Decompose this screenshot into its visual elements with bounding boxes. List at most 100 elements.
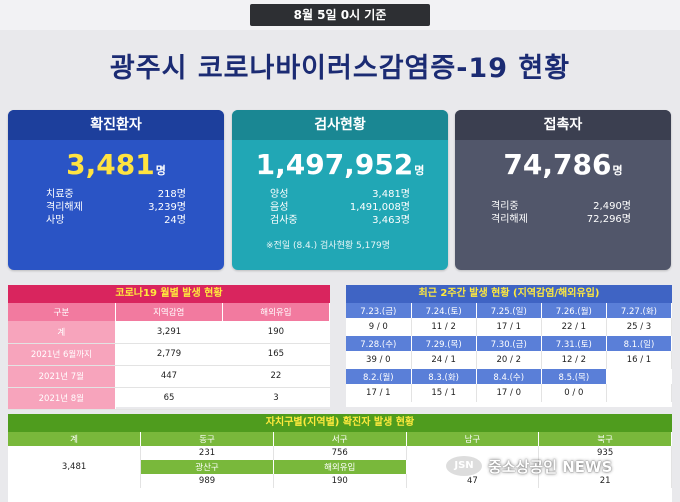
tests-row: 음성 1,491,008명 <box>270 201 410 214</box>
contacts-total: 74,786명 <box>455 148 671 181</box>
column-header: 광산구 <box>140 460 274 474</box>
date-label: 8월 5일 0시 기준 <box>250 4 430 26</box>
row-value: 1,491,008명 <box>349 202 410 213</box>
tests-number: 1,497,952 <box>255 148 414 181</box>
page-title: 광주시 코로나바이러스감염증-19 현황 <box>109 53 571 84</box>
column-header: 구분 <box>8 303 116 321</box>
row-label: 음성 <box>270 202 289 213</box>
value-cell: 39 / 0 <box>346 351 412 369</box>
monthly-caption: 코로나19 월별 발생 현황 <box>8 285 330 303</box>
tests-unit: 명 <box>414 164 425 177</box>
date-cell: 7.30.(금) <box>476 336 542 351</box>
table-subheader-row: 광산구 해외유입 <box>8 460 672 474</box>
value-row: 39 / 0 24 / 1 20 / 2 12 / 2 16 / 1 <box>346 351 673 369</box>
table-row: 2021년 6월까지 2,779 165 <box>8 343 330 366</box>
value-cell: 22 / 1 <box>541 318 607 336</box>
row-label: 2021년 8월 <box>8 387 116 410</box>
row-value: 72,296명 <box>586 214 631 225</box>
row-value: 3,481명 <box>372 189 410 200</box>
date-cell: 7.25.(일) <box>476 303 542 318</box>
district-value: 935 <box>538 446 672 460</box>
value-cell: 0 / 0 <box>541 384 607 402</box>
value-cell: 17 / 1 <box>476 318 542 336</box>
column-header: 서구 <box>273 432 407 446</box>
table-row: 계 3,291 190 <box>8 321 330 344</box>
value-cell: 15 / 1 <box>411 384 477 402</box>
confirmed-number: 3,481 <box>66 148 155 181</box>
value-cell: 17 / 0 <box>476 384 542 402</box>
date-cell: 7.29.(목) <box>411 336 477 351</box>
row-label: 치료중 <box>46 189 74 200</box>
column-header: 남구 <box>406 432 540 446</box>
district-value: 989 <box>140 474 274 488</box>
row-label: 격리중 <box>491 201 519 212</box>
row-value: 3,463명 <box>372 215 410 226</box>
tests-card: 검사현황 1,497,952명 양성 3,481명 음성 1,491,008명 검사… <box>232 110 448 270</box>
overseas-count: 165 <box>222 343 330 366</box>
contacts-card: 접촉자 74,786명 격리중 2,490명 격리해제 72,296명 <box>455 110 671 270</box>
date-cell: 8.5.(목) <box>541 369 607 384</box>
confirmed-total: 3,481명 <box>8 148 224 181</box>
district-value: 21 <box>538 474 672 488</box>
tests-row: 검사중 3,463명 <box>270 214 410 227</box>
recent-caption: 최근 2주간 발생 현황 (지역감염/해외유입) <box>346 285 672 303</box>
row-value: 218명 <box>157 189 186 200</box>
value-row: 9 / 0 11 / 2 17 / 1 22 / 1 25 / 3 <box>346 318 673 336</box>
date-cell: 8.3.(화) <box>411 369 477 384</box>
table-row: 989 190 47 21 <box>8 474 672 488</box>
date-cell: 7.23.(금) <box>346 303 412 318</box>
tests-header: 검사현황 <box>232 110 448 140</box>
contacts-row: 격리중 2,490명 <box>491 200 631 213</box>
date-row: 8.2.(월) 8.3.(화) 8.4.(수) 8.5.(목) <box>346 369 672 384</box>
watermark-text: 중소상공인 NEWS <box>488 457 613 476</box>
empty-cell <box>606 384 673 402</box>
column-header: 계 <box>8 432 142 446</box>
confirmed-row: 사망 24명 <box>46 214 186 227</box>
tests-note: ※전일 (8.4.) 검사현황 5,179명 <box>266 241 391 251</box>
column-header: 동구 <box>140 432 274 446</box>
monthly-table-panel: 코로나19 월별 발생 현황 구분 지역감염 해외유입 계 3,291 190 … <box>8 285 331 410</box>
local-count: 3,291 <box>115 321 223 344</box>
value-cell: 17 / 1 <box>346 384 412 402</box>
date-row: 7.23.(금) 7.24.(토) 7.25.(일) 7.26.(월) 7.27… <box>346 303 673 318</box>
value-cell: 12 / 2 <box>541 351 607 369</box>
row-value: 3,239명 <box>148 202 186 213</box>
row-label: 격리해제 <box>46 202 83 213</box>
date-row: 7.28.(수) 7.29.(목) 7.30.(금) 7.31.(토) 8.1.… <box>346 336 673 351</box>
recent-table: 7.23.(금) 7.24.(토) 7.25.(일) 7.26.(월) 7.27… <box>346 303 673 402</box>
jsn-logo-icon: JSN <box>444 454 484 478</box>
district-total: 3,481 <box>8 446 142 488</box>
value-cell: 25 / 3 <box>606 318 673 336</box>
local-count: 2,779 <box>115 343 223 366</box>
district-value: 190 <box>273 474 407 488</box>
contacts-header: 접촉자 <box>455 110 671 140</box>
date-cell: 8.4.(수) <box>476 369 542 384</box>
row-value: 2,490명 <box>593 201 631 212</box>
local-count: 447 <box>115 365 223 388</box>
confirmed-row: 치료중 218명 <box>46 188 186 201</box>
overseas-count: 22 <box>222 365 330 388</box>
confirmed-card: 확진환자 3,481명 치료중 218명 격리해제 3,239명 사망 24명 <box>8 110 224 270</box>
value-cell: 24 / 1 <box>411 351 477 369</box>
contacts-row: 격리해제 72,296명 <box>491 213 631 226</box>
row-label: 검사중 <box>270 215 298 226</box>
value-cell: 20 / 2 <box>476 351 542 369</box>
date-cell: 8.2.(월) <box>346 369 412 384</box>
column-header: 지역감염 <box>115 303 223 321</box>
confirmed-header: 확진환자 <box>8 110 224 140</box>
district-value: 231 <box>140 446 274 460</box>
tests-total: 1,497,952명 <box>232 148 448 181</box>
confirmed-unit: 명 <box>155 164 166 177</box>
district-caption: 자치구별(지역별) 확진자 발생 현황 <box>8 414 672 432</box>
confirmed-row: 격리해제 3,239명 <box>46 201 186 214</box>
news-watermark: JSN 중소상공인 NEWS <box>444 454 612 478</box>
column-header: 해외유입 <box>222 303 331 321</box>
date-cell: 7.24.(토) <box>411 303 477 318</box>
district-value: 756 <box>273 446 407 460</box>
tests-row: 양성 3,481명 <box>270 188 410 201</box>
overseas-count: 3 <box>222 387 330 410</box>
value-cell: 11 / 2 <box>411 318 477 336</box>
date-cell: 7.28.(수) <box>346 336 412 351</box>
contacts-unit: 명 <box>612 164 623 177</box>
date-cell: 7.31.(토) <box>541 336 607 351</box>
